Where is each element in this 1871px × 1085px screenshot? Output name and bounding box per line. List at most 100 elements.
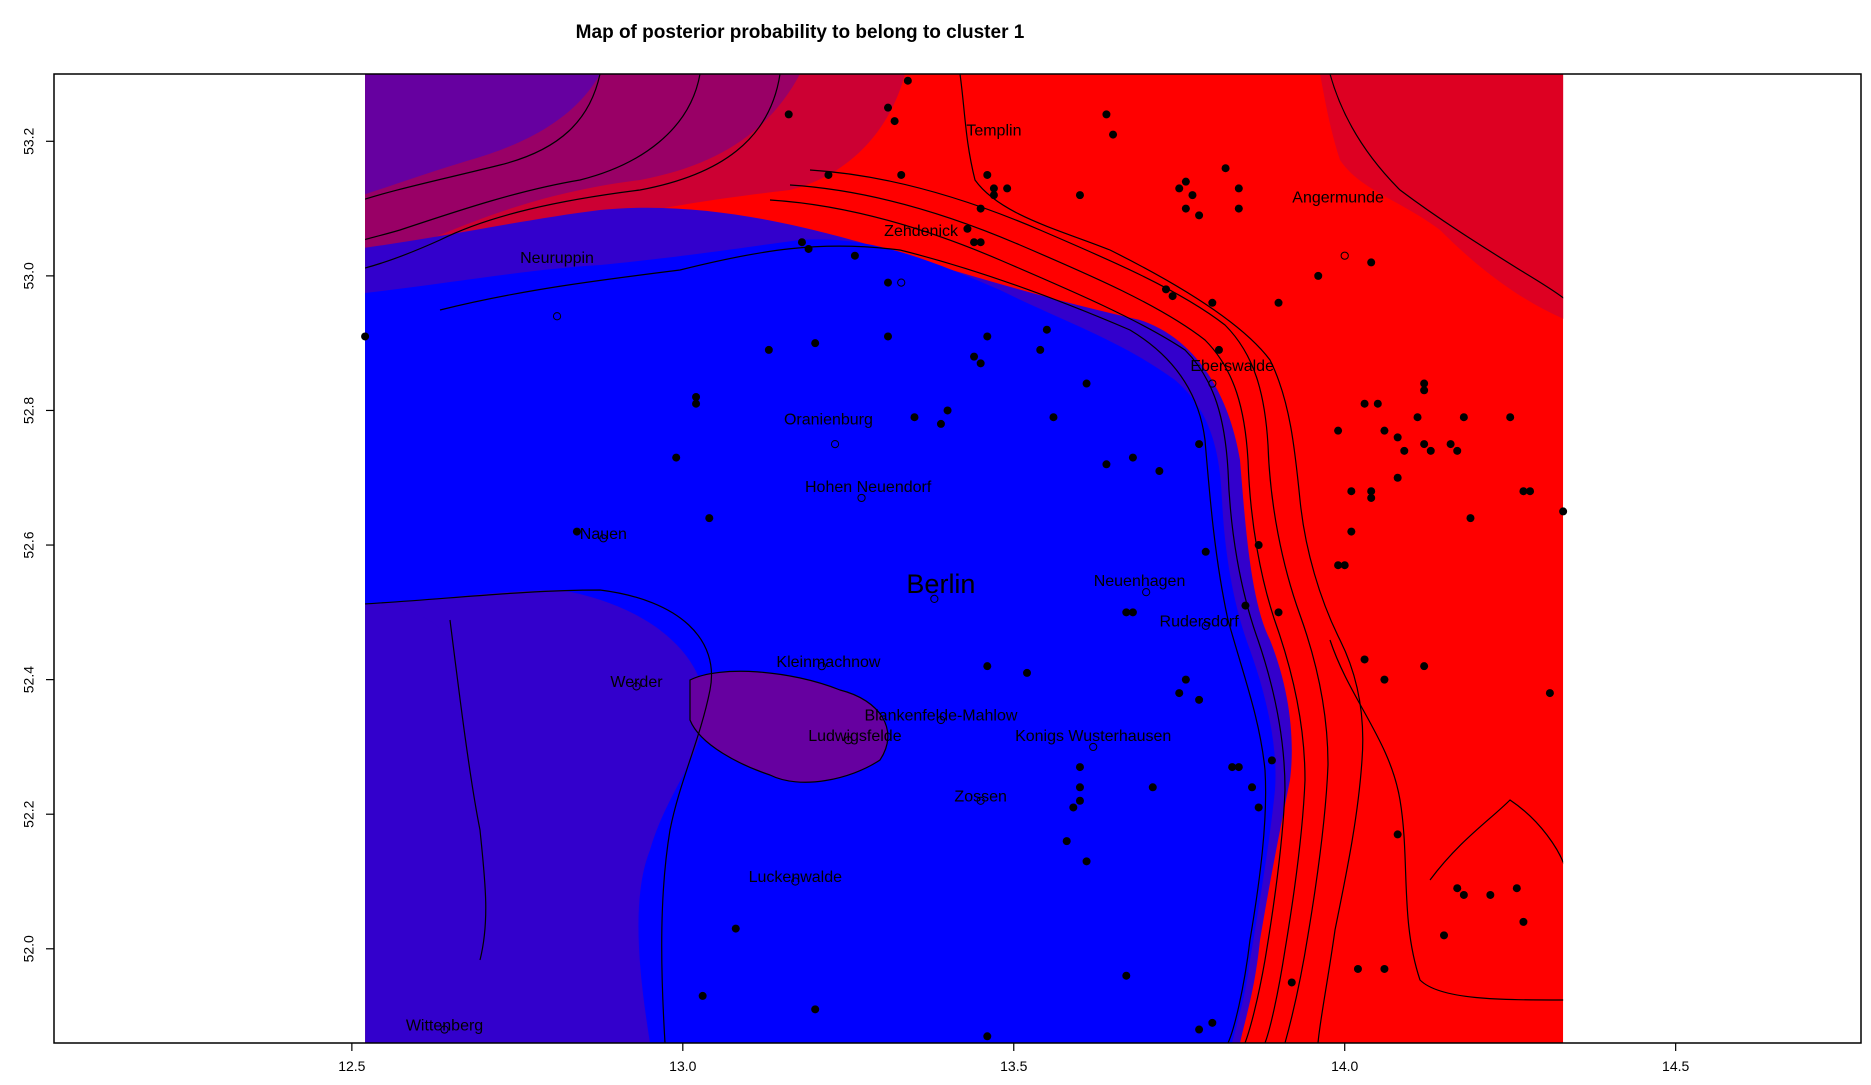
sample-point bbox=[1446, 440, 1455, 449]
city-label: Templin bbox=[966, 122, 1021, 139]
city-label: Nauen bbox=[580, 526, 627, 543]
city-point bbox=[976, 796, 985, 805]
sample-point bbox=[1128, 608, 1137, 617]
probability-raster bbox=[365, 74, 1564, 1043]
sample-point bbox=[1367, 487, 1376, 496]
sample-point bbox=[1175, 184, 1184, 193]
city-label: Luckenwalde bbox=[749, 869, 843, 886]
sample-point bbox=[1420, 662, 1429, 671]
sample-point bbox=[1234, 763, 1243, 772]
sample-point bbox=[1075, 796, 1084, 805]
city-point bbox=[599, 534, 608, 543]
sample-point bbox=[1353, 964, 1362, 973]
sample-point bbox=[897, 170, 906, 179]
sample-point bbox=[1314, 271, 1323, 280]
sample-point bbox=[936, 419, 945, 428]
city-point bbox=[844, 736, 853, 745]
city-point bbox=[440, 1025, 449, 1034]
sample-point bbox=[1367, 258, 1376, 267]
sample-point bbox=[1420, 386, 1429, 395]
sample-point bbox=[1512, 884, 1521, 893]
y-axis: 52.0 52.2 52.4 52.6 52.8 53.0 53.2 bbox=[21, 127, 54, 962]
sample-point bbox=[1334, 426, 1343, 435]
sample-point bbox=[1340, 561, 1349, 570]
city-point bbox=[857, 493, 866, 503]
city-label: Zossen bbox=[954, 788, 1006, 805]
sample-point bbox=[1400, 446, 1409, 455]
sample-point bbox=[692, 393, 701, 401]
x-tick-label: 13.0 bbox=[669, 1058, 696, 1074]
x-tick-label: 12.5 bbox=[338, 1058, 365, 1074]
sample-point bbox=[983, 170, 992, 179]
city-point bbox=[1208, 379, 1217, 388]
city-label: Werder bbox=[610, 674, 663, 691]
sample-point bbox=[692, 399, 701, 408]
city-point bbox=[897, 278, 906, 287]
sample-point bbox=[784, 110, 793, 119]
sample-point bbox=[983, 1032, 992, 1041]
sample-point bbox=[1373, 399, 1382, 408]
sample-point bbox=[1208, 298, 1217, 307]
y-tick-label: 52.8 bbox=[21, 397, 37, 424]
sample-point bbox=[1380, 426, 1389, 435]
west-purple-patch bbox=[365, 605, 486, 960]
sample-point bbox=[361, 332, 370, 341]
sample-point bbox=[698, 991, 707, 1000]
sample-point bbox=[1420, 440, 1429, 449]
city-label: Rudersdorf bbox=[1160, 614, 1240, 631]
sample-point bbox=[1380, 675, 1389, 684]
sample-point bbox=[1181, 177, 1190, 186]
sample-point bbox=[824, 170, 833, 179]
sample-point bbox=[1023, 668, 1031, 677]
sample-point bbox=[970, 238, 979, 247]
sample-point bbox=[910, 413, 919, 422]
y-tick-label: 52.4 bbox=[21, 666, 37, 693]
city-point bbox=[930, 594, 939, 603]
sample-point bbox=[1082, 379, 1091, 388]
sample-point bbox=[1347, 527, 1356, 536]
contour-lines bbox=[365, 74, 1564, 1043]
city-label: Wittenberg bbox=[406, 1017, 483, 1034]
sample-point bbox=[1420, 379, 1429, 388]
sample-point bbox=[1367, 493, 1376, 502]
sample-point bbox=[705, 514, 714, 523]
sample-point bbox=[1254, 803, 1263, 812]
sample-point bbox=[989, 184, 998, 193]
sample-point bbox=[1036, 345, 1045, 354]
sample-point bbox=[963, 224, 972, 233]
city-point bbox=[830, 440, 840, 449]
city-label: Oranienburg bbox=[784, 412, 873, 429]
sample-point bbox=[1287, 978, 1296, 987]
city-point bbox=[1201, 621, 1210, 630]
sample-point bbox=[884, 332, 892, 341]
sample-point bbox=[989, 191, 998, 200]
sample-point bbox=[1168, 292, 1177, 301]
sample-point bbox=[1506, 413, 1515, 422]
sample-point bbox=[1360, 655, 1369, 664]
city-label: Neuenhagen bbox=[1094, 573, 1186, 590]
sample-point bbox=[1393, 433, 1402, 442]
sample-point bbox=[1254, 541, 1263, 550]
sample-point bbox=[1426, 446, 1435, 455]
sample-point bbox=[1003, 184, 1012, 193]
city-point bbox=[791, 877, 800, 886]
sample-point bbox=[672, 453, 681, 462]
city-point bbox=[1142, 588, 1151, 597]
map-title: Map of posterior probability to belong t… bbox=[575, 22, 1025, 43]
city-label: Ludwigsfelde bbox=[808, 728, 902, 745]
city-label: Kleinmachnow bbox=[776, 654, 881, 671]
city-point bbox=[552, 312, 562, 321]
sample-point bbox=[1201, 547, 1210, 556]
sample-point bbox=[1248, 783, 1257, 792]
sample-point bbox=[1393, 830, 1402, 839]
city-label: Konigs Wusterhausen bbox=[1015, 728, 1171, 745]
sample-point bbox=[1188, 191, 1197, 200]
city-label: Hohen Neuendorf bbox=[805, 479, 932, 496]
sample-point bbox=[1128, 453, 1137, 462]
sample-point bbox=[1466, 514, 1475, 523]
sample-point bbox=[884, 278, 892, 287]
sample-point bbox=[1075, 763, 1084, 772]
sample-point bbox=[1102, 460, 1111, 469]
sample-point bbox=[1228, 763, 1237, 772]
